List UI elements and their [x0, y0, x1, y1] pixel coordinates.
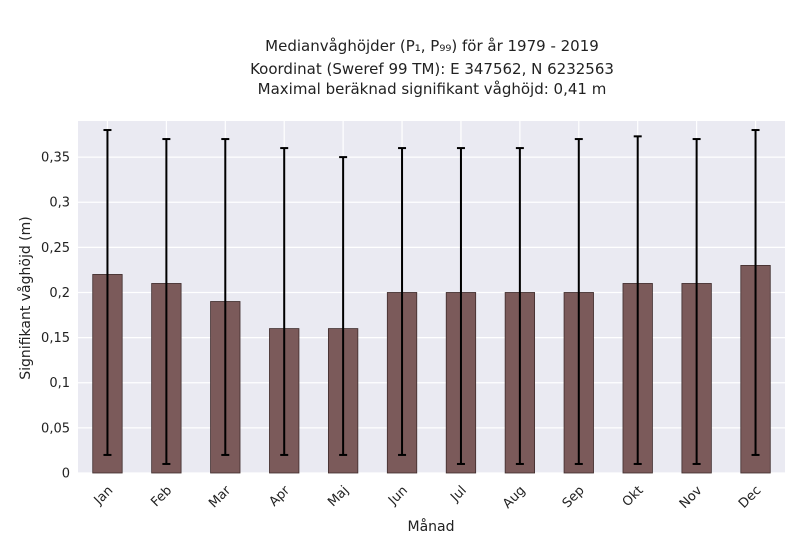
y-tick-label: 0,2 [49, 286, 70, 301]
error-bar-feb [162, 138, 171, 465]
error-bar-sep [574, 138, 583, 465]
chart-title-line-3: Maximal beräknad signifikant våghöjd: 0,… [258, 80, 607, 98]
x-tick-label-jun: Jun [385, 483, 411, 509]
x-axis-label: Månad [408, 518, 455, 535]
x-tick-label-okt: Okt [620, 483, 647, 510]
error-bar-dec [751, 129, 760, 456]
error-bar-maj [339, 156, 348, 456]
x-tick-label-jan: Jan [91, 483, 116, 508]
error-bar-jun [398, 147, 407, 456]
x-tick-label-dec: Dec [736, 483, 764, 511]
x-axis-ticks: Jan Feb Mar Apr Maj Jun Jul Aug Sep Okt Nov Dec [91, 483, 765, 512]
error-bars [103, 129, 760, 465]
error-bar-mar [221, 138, 230, 456]
x-tick-label-nov: Nov [677, 483, 706, 512]
x-tick-label-mar: Mar [206, 483, 234, 511]
y-tick-label: 0,15 [41, 331, 70, 346]
y-tick-label: 0,1 [49, 376, 70, 391]
y-tick-label: 0,25 [41, 241, 70, 256]
error-bar-aug [515, 147, 524, 465]
error-bar-nov [692, 138, 701, 465]
y-tick-label: 0 [62, 467, 70, 482]
error-bar-jan [103, 129, 112, 456]
y-axis-ticks: 0 0,05 0,1 0,15 0,2 0,25 0,3 0,35 [41, 151, 70, 482]
error-bar-okt [633, 135, 642, 465]
x-tick-label-maj: Maj [325, 483, 352, 510]
x-tick-label-jul: Jul [447, 483, 469, 505]
y-axis-label: Signifikant våghöjd (m) [17, 216, 34, 379]
y-tick-label: 0,35 [41, 151, 70, 166]
x-tick-label-sep: Sep [560, 483, 588, 511]
plot-area [78, 121, 785, 473]
error-bar-jul [456, 147, 465, 465]
chart-title-line-2: Koordinat (Sweref 99 TM): E 347562, N 62… [250, 60, 614, 78]
chart-title: Medianvåghöjder (P₁, P₉₉) för år 1979 - … [250, 37, 614, 98]
chart-title-line-1: Medianvåghöjder (P₁, P₉₉) för år 1979 - … [265, 37, 599, 55]
x-tick-label-aug: Aug [500, 483, 529, 512]
y-tick-label: 0,05 [41, 421, 70, 436]
y-tick-label: 0,3 [49, 196, 70, 211]
x-tick-label-feb: Feb [148, 483, 175, 510]
x-tick-label-apr: Apr [267, 483, 294, 510]
error-bar-apr [280, 147, 289, 456]
